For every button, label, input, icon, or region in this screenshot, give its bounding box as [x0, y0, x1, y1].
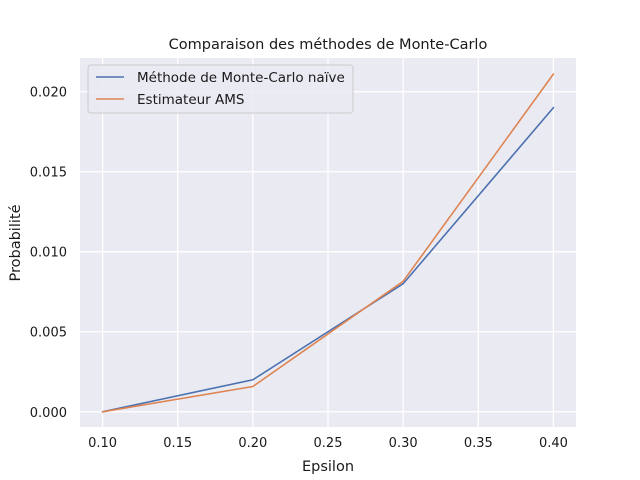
y-tick-label: 0.015	[30, 166, 67, 181]
grid	[80, 58, 576, 427]
series-group	[101, 73, 555, 413]
y-tick-label: 0.005	[30, 326, 67, 341]
series-line-naive	[101, 106, 555, 413]
y-tick-labels: 0.000 0.005 0.010 0.015 0.020	[30, 86, 67, 421]
x-tick-label: 0.30	[389, 436, 418, 451]
x-tick-label: 0.35	[464, 436, 493, 451]
x-tick-label: 0.15	[163, 436, 192, 451]
legend-label-naive: Méthode de Monte-Carlo naïve	[137, 70, 345, 86]
x-tick-labels: 0.10 0.15 0.20 0.25 0.30 0.35 0.40	[88, 436, 568, 451]
x-tick-label: 0.20	[238, 436, 267, 451]
x-tick-label: 0.40	[539, 436, 568, 451]
y-tick-label: 0.020	[30, 86, 67, 101]
legend: Méthode de Monte-Carlo naïve Estimateur …	[87, 64, 354, 114]
legend-box	[87, 64, 354, 114]
chart-title: Comparaison des méthodes de Monte-Carlo	[169, 37, 488, 53]
series-line-ams	[101, 73, 555, 413]
y-axis-label: Probabilité	[8, 204, 24, 281]
y-tick-label: 0.000	[30, 406, 67, 421]
x-axis-label: Epsilon	[302, 459, 354, 475]
x-tick-label: 0.25	[314, 436, 343, 451]
x-tick-label: 0.10	[88, 436, 117, 451]
y-tick-label: 0.010	[30, 246, 67, 261]
legend-label-ams: Estimateur AMS	[137, 92, 244, 108]
